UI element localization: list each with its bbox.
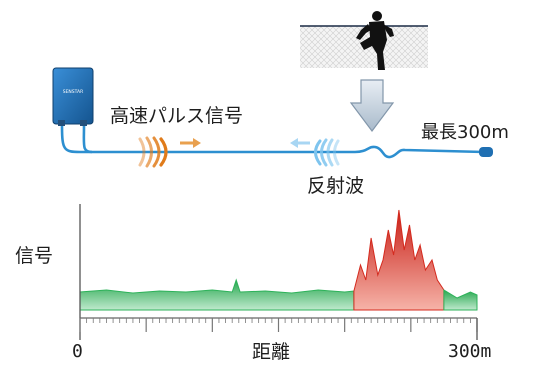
reflected-direction-arrow-icon	[290, 138, 310, 148]
background-signal-area-0	[79, 278, 355, 311]
distance-axis-label: 距離	[252, 341, 291, 363]
reflected-waves	[314, 138, 340, 167]
pulse-waves	[138, 136, 168, 168]
max-length-label: 最長300m	[421, 122, 509, 143]
cable-terminator	[479, 147, 493, 157]
signal-chart	[79, 209, 478, 311]
intruder-icon	[356, 11, 394, 70]
distance-axis	[79, 204, 478, 340]
intrusion-signal-area	[353, 209, 445, 311]
x-end-label: 300m	[448, 341, 492, 362]
reflected-wave-label: 反射波	[307, 175, 365, 197]
background-signal-area-2	[443, 289, 478, 311]
signal-axis-label: 信号	[15, 245, 54, 267]
sensor-controller: SENSTAR	[52, 67, 94, 126]
down-arrow-icon	[349, 79, 395, 132]
pulse-signal-label: 高速パルス信号	[110, 105, 244, 127]
device-brand: SENSTAR	[63, 89, 84, 95]
sensing-cable	[60, 125, 485, 159]
pulse-direction-arrow-icon	[180, 138, 201, 148]
x-start-label: 0	[72, 341, 83, 362]
